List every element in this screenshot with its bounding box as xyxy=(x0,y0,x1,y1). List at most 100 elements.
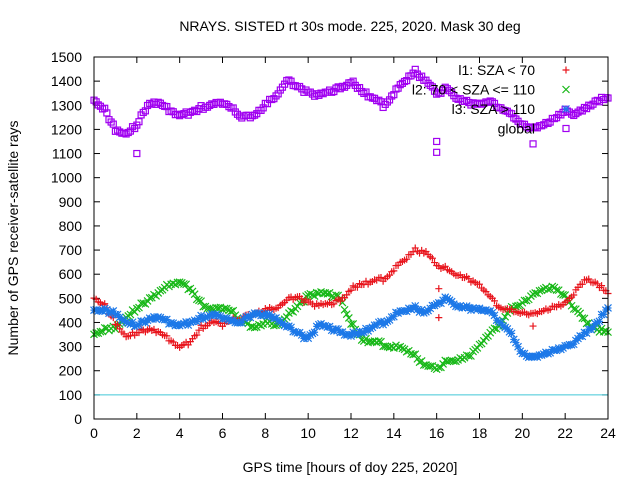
data-point xyxy=(327,292,336,301)
x-axis-label: GPS time [hours of doy 225, 2020] xyxy=(243,459,458,475)
data-point xyxy=(403,255,411,263)
plot-border xyxy=(93,56,609,420)
data-point xyxy=(197,297,206,306)
data-point xyxy=(191,106,199,114)
data-point xyxy=(488,98,496,106)
data-point xyxy=(375,96,383,104)
data-point xyxy=(514,342,522,351)
data-point xyxy=(199,302,208,311)
y-tick-label: 1300 xyxy=(51,97,82,113)
x-tick-label: 4 xyxy=(176,425,184,441)
data-point xyxy=(250,323,259,332)
data-point xyxy=(190,290,199,299)
data-point xyxy=(390,267,398,275)
data-point xyxy=(175,278,184,287)
data-point xyxy=(162,315,171,324)
data-point xyxy=(392,308,400,317)
x-tick-label: 16 xyxy=(429,425,445,441)
data-point xyxy=(251,111,259,119)
data-point xyxy=(102,305,111,314)
data-point xyxy=(308,329,317,338)
data-point xyxy=(291,327,300,336)
data-point xyxy=(595,98,604,106)
y-tick-label: 1000 xyxy=(51,170,82,186)
data-point xyxy=(141,107,149,115)
data-point xyxy=(139,108,147,117)
data-point xyxy=(546,348,555,357)
y-tick-label: 100 xyxy=(59,387,83,403)
data-point xyxy=(591,319,600,328)
legend-marker xyxy=(562,105,570,113)
data-point xyxy=(445,87,454,95)
data-point xyxy=(105,309,113,318)
data-point xyxy=(585,101,593,109)
data-point xyxy=(471,304,480,313)
data-point xyxy=(233,110,242,118)
data-point xyxy=(236,112,244,120)
data-point xyxy=(402,347,411,356)
data-point xyxy=(268,95,276,104)
data-point xyxy=(165,319,173,328)
data-point xyxy=(192,295,201,304)
legend-marker xyxy=(562,124,570,133)
data-point xyxy=(327,326,336,335)
data-point xyxy=(509,335,518,344)
data-point xyxy=(567,340,576,349)
outlier-point xyxy=(133,149,141,158)
data-point xyxy=(522,352,531,361)
data-point xyxy=(531,289,540,297)
data-point xyxy=(242,313,250,322)
data-point xyxy=(366,324,375,333)
data-point xyxy=(306,88,314,96)
data-point xyxy=(595,317,604,326)
data-point xyxy=(306,289,315,298)
legend-label: l3: SZA > 110 xyxy=(452,101,536,117)
data-point xyxy=(578,332,587,341)
data-point xyxy=(496,318,505,327)
series-1 xyxy=(90,278,612,374)
series-2 xyxy=(90,293,612,362)
data-point xyxy=(529,352,537,361)
data-point xyxy=(358,87,366,96)
data-point xyxy=(570,291,578,299)
y-tick-label: 300 xyxy=(59,339,83,355)
data-point xyxy=(439,296,448,305)
data-point xyxy=(349,77,357,85)
y-axis-label: Number of GPS receiver-satellite rays xyxy=(5,121,21,356)
data-point xyxy=(280,321,289,330)
data-point xyxy=(107,118,115,126)
y-tick-label: 400 xyxy=(59,314,83,330)
data-point xyxy=(225,316,233,324)
data-point xyxy=(415,358,424,367)
data-point xyxy=(388,92,396,100)
data-point xyxy=(460,97,469,106)
data-point xyxy=(344,314,353,322)
data-point xyxy=(377,317,385,326)
data-point xyxy=(237,318,246,327)
x-tick-label: 12 xyxy=(343,425,359,441)
data-point xyxy=(252,310,261,318)
data-point xyxy=(109,306,118,315)
legend-marker xyxy=(562,85,570,94)
data-point xyxy=(381,342,390,351)
x-tick-label: 20 xyxy=(515,425,531,441)
data-point xyxy=(139,317,148,326)
data-point xyxy=(227,317,235,325)
data-point xyxy=(259,104,267,112)
y-tick-label: 1400 xyxy=(51,73,82,89)
data-point xyxy=(195,314,203,323)
data-point xyxy=(287,77,295,85)
data-point xyxy=(580,328,589,337)
data-point xyxy=(424,79,432,87)
data-point xyxy=(374,337,383,346)
data-point xyxy=(139,299,148,308)
outlier-point xyxy=(435,285,443,293)
data-point xyxy=(199,105,207,113)
data-point xyxy=(544,119,552,128)
y-tick-label: 500 xyxy=(59,290,83,306)
data-point xyxy=(600,95,608,104)
data-point xyxy=(195,296,203,305)
data-point xyxy=(177,320,186,329)
data-point xyxy=(407,305,415,314)
data-point xyxy=(218,315,227,323)
